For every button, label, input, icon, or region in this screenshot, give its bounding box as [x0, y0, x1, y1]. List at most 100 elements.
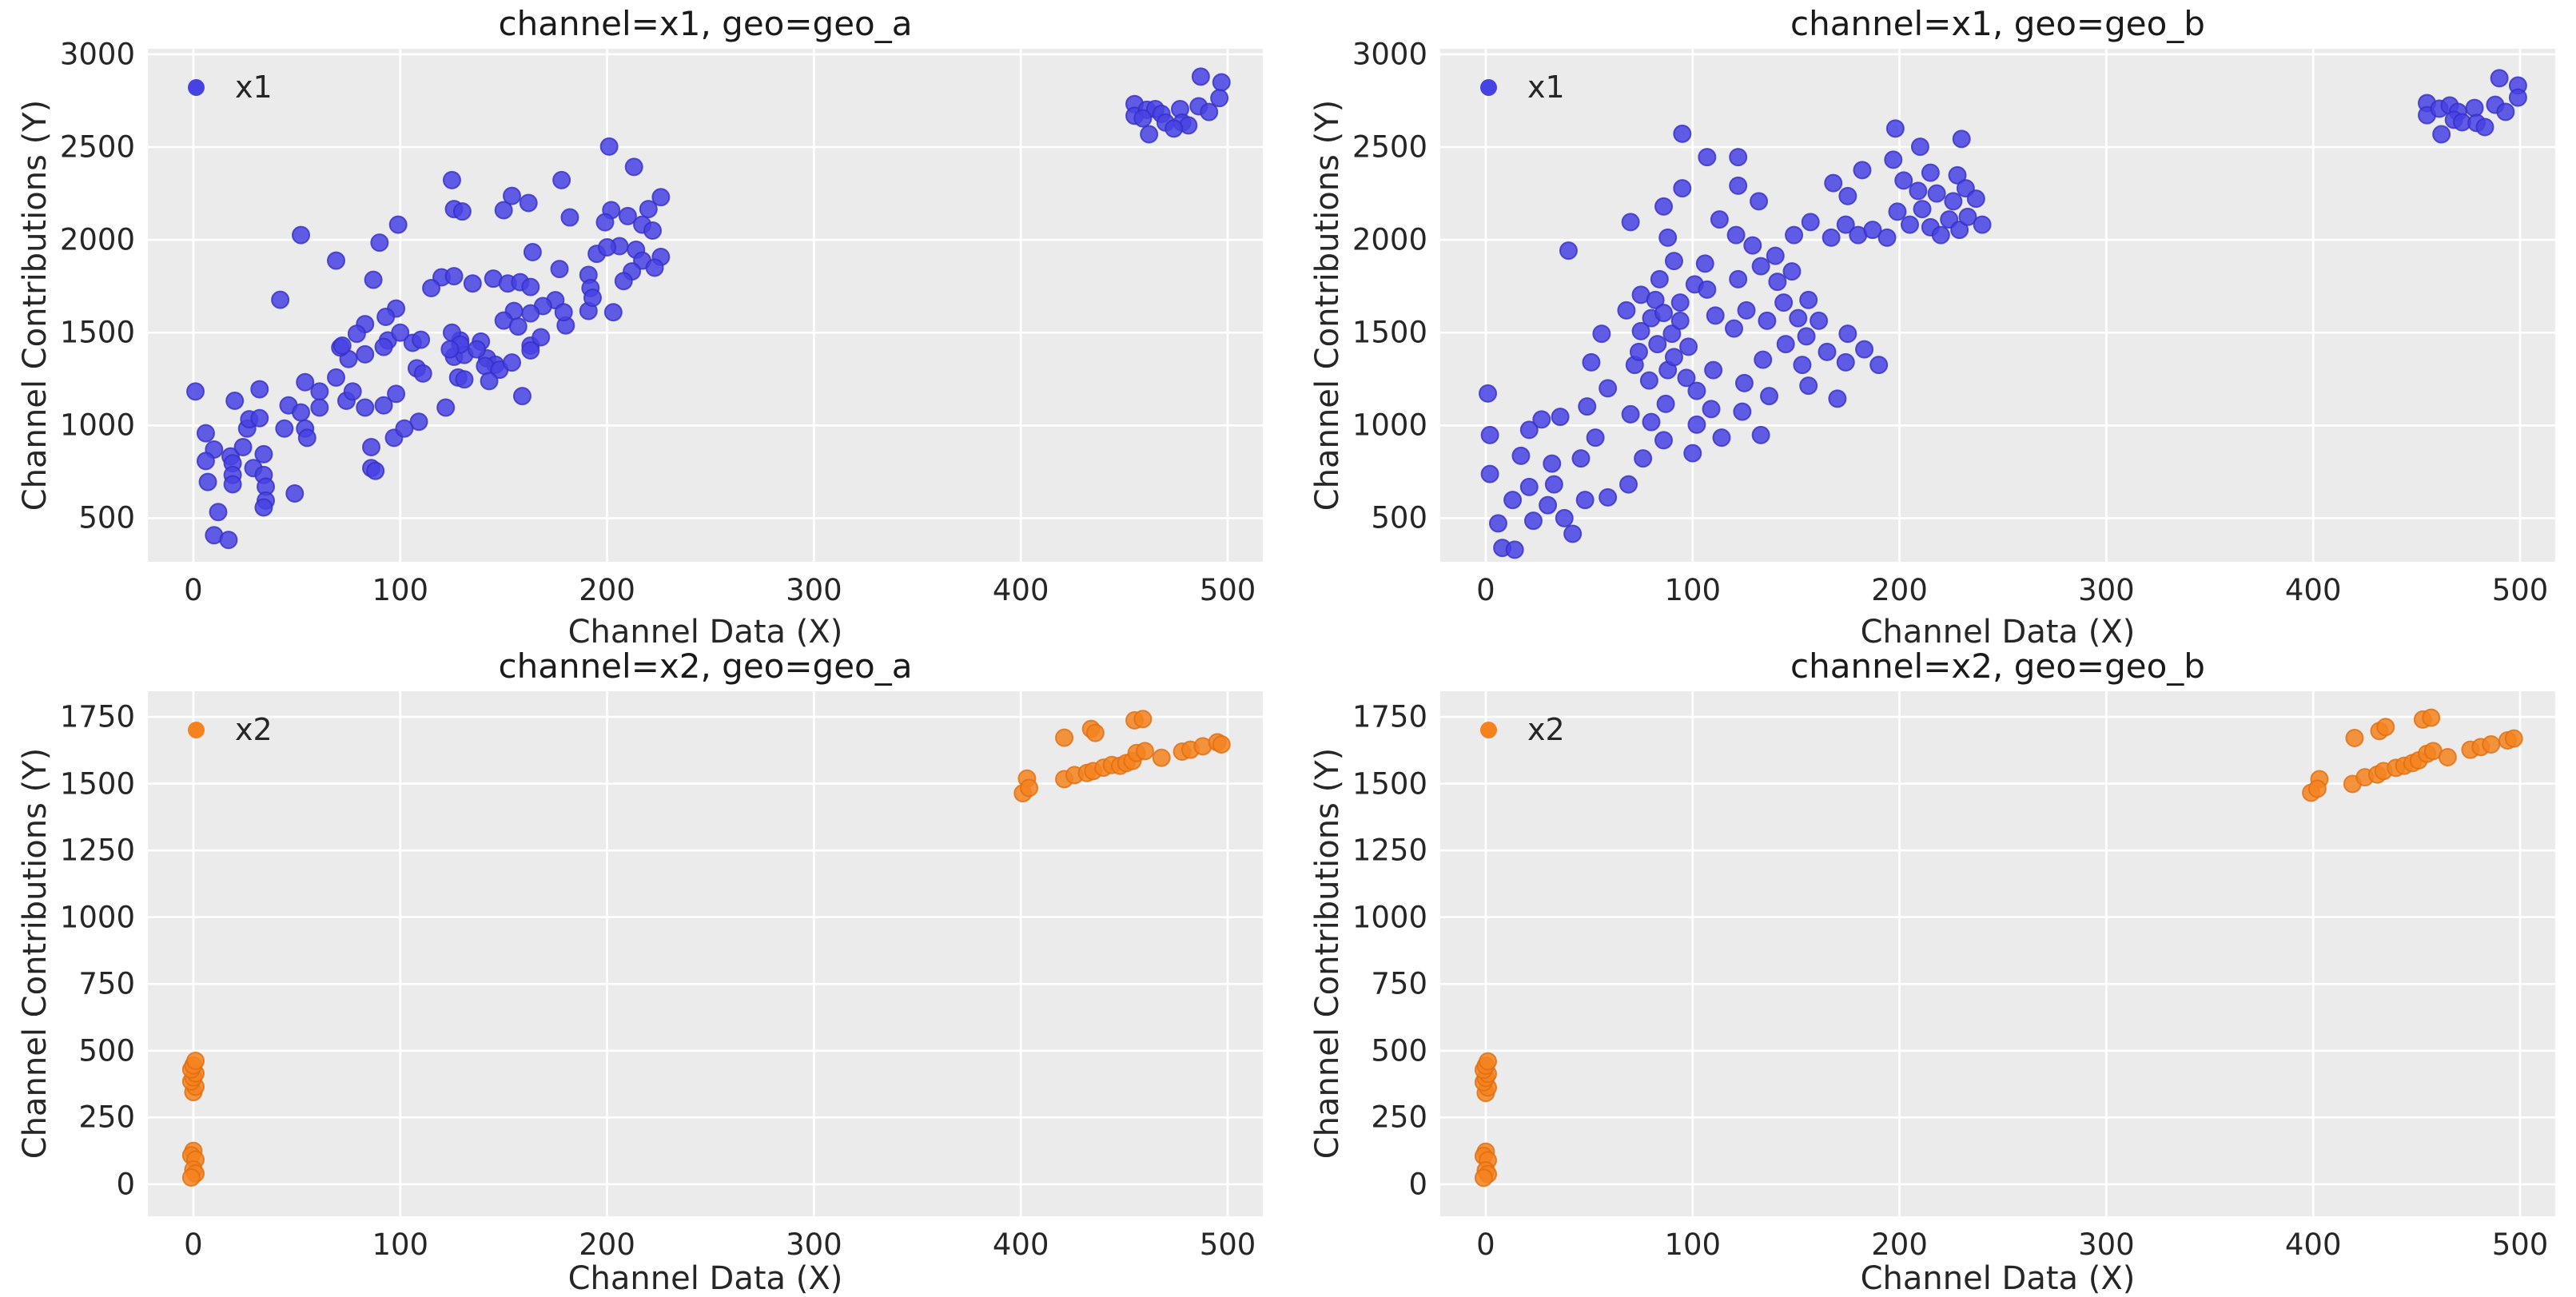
data-point	[1212, 73, 1231, 92]
data-point	[1901, 215, 1920, 234]
data-point	[1797, 327, 1816, 346]
data-point	[1664, 348, 1683, 367]
data-point	[370, 233, 389, 253]
data-point	[1966, 189, 1985, 209]
data-point	[186, 1052, 205, 1071]
data-point	[1754, 350, 1773, 369]
data-point	[1726, 225, 1746, 245]
data-point	[2496, 102, 2515, 121]
data-point	[521, 277, 540, 296]
data-point	[1648, 335, 1667, 354]
data-point	[223, 475, 242, 494]
data-point	[639, 200, 658, 219]
data-point	[1677, 368, 1696, 388]
data-point	[1838, 324, 1857, 344]
y-tick-label: 3000	[1352, 37, 1427, 72]
y-tick-label: 2000	[1352, 222, 1427, 257]
data-point	[391, 323, 410, 342]
legend-marker-icon	[1480, 78, 1497, 96]
x-axis-label: Channel Data (X)	[567, 1260, 843, 1297]
data-point	[1654, 431, 1674, 450]
data-point	[1799, 376, 1818, 396]
x-tick-label: 500	[1199, 1227, 1256, 1262]
data-point	[521, 304, 540, 323]
scatter-canvas	[1440, 49, 2555, 562]
axes-x2-geo-a: x2 0 100 200 300 400 500 0 250 500 750 1000 1250 150…	[60, 691, 1263, 1262]
data-point	[1801, 213, 1820, 232]
data-point	[1853, 161, 1872, 180]
y-tick-label: 0	[116, 1167, 135, 1202]
data-point	[614, 272, 633, 291]
x-tick-label: 0	[184, 1227, 203, 1262]
y-tick-label: 2500	[59, 129, 135, 165]
axes-x1-geo-b: x1 0 100 200 300 400 500 500 1000 1500 2000 2500 30…	[1352, 37, 2555, 607]
legend-marker-icon	[1480, 721, 1497, 738]
data-point	[1505, 540, 1524, 559]
x-tick-label: 300	[2078, 573, 2135, 607]
x-tick-label: 300	[786, 1227, 842, 1262]
legend-x2-geo-b[interactable]: x2	[1471, 712, 1565, 747]
data-point	[1523, 511, 1543, 531]
y-axis-label: Channel Contributions (Y)	[17, 99, 54, 511]
plot-title-x2-geo-a: channel=x2, geo=geo_a	[498, 647, 913, 686]
data-point	[1948, 165, 1967, 185]
y-tick-label: 1000	[1352, 408, 1427, 443]
legend-x2-geo-a[interactable]: x2	[178, 712, 273, 747]
data-point	[1200, 102, 1219, 121]
data-point	[292, 225, 311, 245]
data-point	[225, 391, 245, 410]
data-point	[1789, 308, 1808, 328]
axes-x2-geo-b: x2 0 100 200 300 400 500 0 250 500 750 1000 1250 150…	[1352, 691, 2555, 1262]
data-point	[1758, 311, 1777, 330]
data-point	[1664, 252, 1683, 271]
y-tick-label: 500	[78, 500, 135, 535]
data-point	[1642, 412, 1661, 432]
x-tick-label: 200	[1871, 1227, 1928, 1262]
legend-x1-geo-a[interactable]: x1	[178, 70, 273, 105]
x-tick-label: 400	[2284, 1227, 2342, 1262]
data-point	[1863, 221, 1882, 240]
data-point	[1750, 192, 1769, 211]
data-point	[503, 186, 522, 205]
data-point	[532, 328, 551, 347]
data-point	[643, 221, 663, 241]
x-tick-label: 200	[1871, 573, 1928, 607]
y-tick-label: 3000	[59, 37, 135, 72]
data-point	[1760, 387, 1779, 406]
data-point	[292, 403, 311, 422]
plot-title-x2-geo-b: channel=x2, geo=geo_b	[1790, 647, 2205, 686]
legend-label: x2	[235, 712, 273, 747]
data-point	[1673, 179, 1692, 198]
data-point	[1836, 215, 1855, 234]
data-point	[523, 242, 542, 261]
data-point	[2465, 98, 2484, 117]
data-point	[1909, 181, 1928, 201]
data-point	[1704, 360, 1723, 380]
data-point	[275, 419, 294, 438]
data-point	[1751, 257, 1770, 276]
data-point	[554, 303, 573, 322]
data-point	[1519, 420, 1539, 440]
legend-label: x1	[235, 70, 273, 105]
y-tick-label: 750	[78, 966, 135, 1001]
y-tick-label: 500	[1371, 500, 1427, 535]
data-point	[2475, 117, 2494, 137]
data-point	[1729, 269, 1748, 288]
data-point	[1894, 171, 1913, 190]
data-point	[1910, 137, 1929, 157]
y-axis-label: Channel Contributions (Y)	[1309, 99, 1346, 511]
data-point	[1191, 67, 1210, 86]
data-point	[440, 340, 460, 359]
data-point	[332, 336, 352, 356]
data-point	[219, 531, 238, 550]
data-point	[310, 382, 329, 401]
data-point	[1824, 173, 1843, 193]
plot-title-x1-geo-b: channel=x1, geo=geo_b	[1790, 4, 2205, 43]
data-point	[624, 157, 643, 177]
data-point	[297, 428, 317, 448]
legend-x1-geo-b[interactable]: x1	[1471, 70, 1565, 105]
data-point	[452, 202, 472, 221]
data-point	[1885, 119, 1905, 138]
data-point	[494, 201, 513, 220]
data-point	[1654, 197, 1674, 216]
